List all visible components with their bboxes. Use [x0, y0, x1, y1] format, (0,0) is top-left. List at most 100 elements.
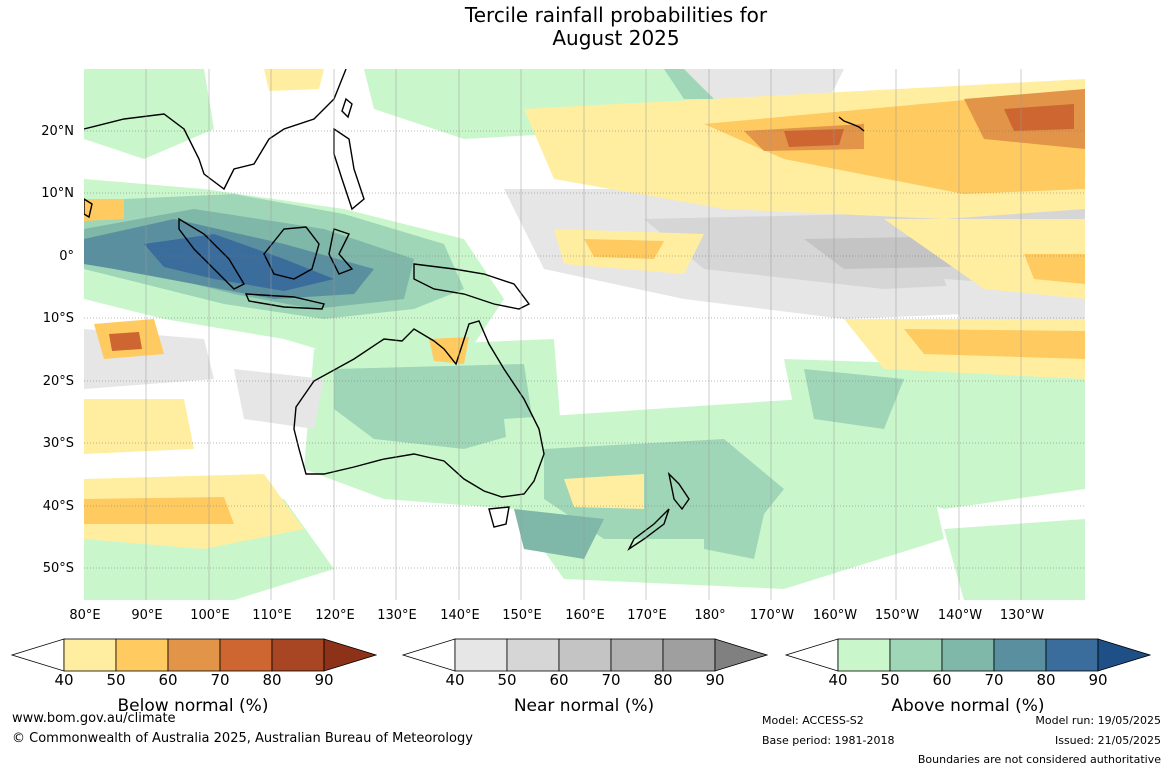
australia-coastline [293, 320, 545, 498]
longitude-label-160w: 160°W [812, 608, 858, 623]
colorbar-tick: 70 [984, 671, 1004, 689]
asia-mainland-coastline [84, 69, 347, 191]
colorbar-tick: 80 [1036, 671, 1056, 689]
boundaries-disclaimer: Boundaries are not considered authoritat… [917, 753, 1161, 766]
above-normal-region [704, 509, 764, 559]
below-normal-region [584, 239, 664, 259]
longitude-label-150e: 150°E [502, 608, 542, 623]
colorbar-cell [167, 638, 221, 672]
above-normal-region [804, 369, 904, 429]
colorbar-tick: 50 [106, 671, 126, 689]
colorbar-cell [837, 638, 891, 672]
colorbar-under-triangle [11, 638, 65, 672]
below-normal-region [784, 129, 844, 147]
map-canvas [84, 69, 1085, 600]
colorbar-cell [1045, 638, 1099, 672]
colorbar-tick: 80 [262, 671, 282, 689]
model-name: Model: ACCESS-S2 [762, 714, 864, 727]
longitude-label-140e: 140°E [440, 608, 480, 623]
title-line-1: Tercile rainfall probabilities for [464, 3, 768, 27]
longitude-label-110e: 110°E [252, 608, 292, 623]
base-period: Base period: 1981-2018 [762, 734, 895, 747]
below-normal-region [1004, 104, 1074, 131]
below-normal-region [564, 474, 644, 509]
map-title: Tercile rainfall probabilities for Augus… [0, 4, 1173, 50]
taiwan-coastline [341, 97, 353, 119]
colorbar-over-triangle [323, 638, 377, 672]
latitude-label-50s: 50°S [42, 561, 74, 576]
below-normal-region [84, 399, 194, 454]
longitude-label-170w: 170°W [749, 608, 795, 623]
colorbar-cell [993, 638, 1047, 672]
near-normal-region [234, 369, 324, 429]
colorbar-tick: 90 [314, 671, 334, 689]
above-normal-colorbar [785, 638, 1151, 672]
probability-map [84, 69, 1085, 600]
near-normal-ticks: 40 50 60 70 80 90 [402, 671, 768, 689]
new-zealand-north-coastline [667, 471, 690, 511]
below-normal-region [904, 329, 1085, 359]
above-normal-region [944, 519, 1085, 600]
colorbar-under-triangle [402, 638, 456, 672]
latitude-label-10s: 10°S [42, 311, 74, 326]
latitude-label-30s: 30°S [42, 436, 74, 451]
colorbar-cell [219, 638, 273, 672]
colorbar-cell [610, 638, 664, 672]
borneo-coastline [263, 226, 320, 280]
copyright-text: © Commonwealth of Australia 2025, Austra… [12, 731, 473, 746]
colorbar-tick: 90 [1088, 671, 1108, 689]
colorbar-tick: 50 [497, 671, 517, 689]
longitude-label-150w: 150°W [874, 608, 920, 623]
below-normal-region [1024, 254, 1085, 284]
near-normal-label: Near normal (%) [513, 696, 655, 716]
below-normal-region [264, 69, 324, 91]
colorbar-cell [662, 638, 716, 672]
above-normal-region [84, 69, 214, 159]
above-normal-ticks: 40 50 60 70 80 90 [785, 671, 1151, 689]
longitude-label-130e: 130°E [377, 608, 417, 623]
longitude-label-170e: 170°E [627, 608, 667, 623]
longitude-label-90e: 90°E [131, 608, 163, 623]
longitude-label-140w: 140°W [937, 608, 983, 623]
colorbar-tick: 90 [705, 671, 725, 689]
tasmania-coastline [488, 506, 510, 528]
colorbar-cell [271, 638, 325, 672]
latitude-label-20n: 20°N [41, 124, 74, 139]
colorbar-tick: 70 [210, 671, 230, 689]
new-zealand-south-coastline [627, 508, 670, 552]
longitude-label-130w: 130°W [999, 608, 1045, 623]
colorbar-cell [941, 638, 995, 672]
longitude-label-180: 180° [694, 608, 726, 623]
below-normal-region [109, 332, 142, 351]
colorbar-cell [558, 638, 612, 672]
colorbar-under-triangle [785, 638, 839, 672]
above-normal-region [514, 509, 604, 559]
model-run-date: Model run: 19/05/2025 [1035, 714, 1161, 727]
colorbar-tick: 70 [601, 671, 621, 689]
longitude-label-120e: 120°E [315, 608, 355, 623]
colorbar-cell [63, 638, 117, 672]
new-guinea-coastline [413, 263, 531, 310]
latitude-label-40s: 40°S [42, 499, 74, 514]
sumatra-coastline [178, 217, 245, 290]
colorbar-over-triangle [714, 638, 768, 672]
colorbar-cell [115, 638, 169, 672]
above-normal-label: Above normal (%) [891, 696, 1045, 716]
near-normal-colorbar [402, 638, 768, 672]
latitude-label-20s: 20°S [42, 374, 74, 389]
philippines-coastline [333, 127, 365, 211]
colorbar-tick: 40 [54, 671, 74, 689]
longitude-label-160e: 160°E [565, 608, 605, 623]
sri-lanka-coastline [84, 198, 93, 219]
website-link[interactable]: www.bom.gov.au/climate [12, 711, 176, 726]
below-normal-label: Below normal (%) [117, 696, 269, 716]
colorbar-tick: 40 [828, 671, 848, 689]
longitude-label-80e: 80°E [69, 608, 101, 623]
graticule [84, 130, 1085, 569]
longitude-label-100e: 100°E [190, 608, 230, 623]
latitude-label-0: 0° [59, 249, 74, 264]
meridians [145, 69, 1022, 600]
hawaii-coastline [838, 116, 865, 132]
latitude-label-10n: 10°N [41, 186, 74, 201]
java-coastline [244, 293, 325, 310]
